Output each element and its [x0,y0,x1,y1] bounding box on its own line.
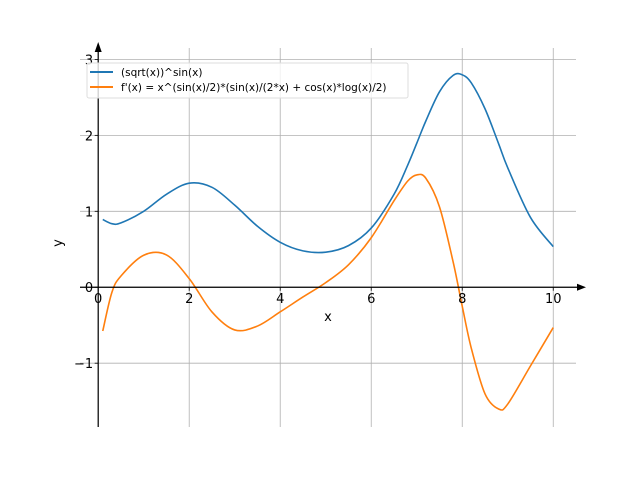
x-tick-label: 8 [458,292,466,307]
x-tick-label: 6 [367,292,375,307]
legend-label-0: (sqrt(x))^sin(x) [121,67,202,79]
x-axis-label: x [324,310,332,325]
axes [80,42,586,427]
legend-label-1: f'(x) = x^(sin(x)/2)*(sin(x)/(2*x) + cos… [121,82,387,94]
y-tick-label: 0 [85,281,93,296]
y-axis-label: y [51,239,66,247]
x-tick-label: 10 [545,292,562,307]
y-tick-label: 3 [85,53,93,68]
x-tick-label: 4 [276,292,284,307]
y-tick-label: 1 [85,205,93,220]
series-line-0 [102,72,554,254]
x-axis-arrow [577,283,586,291]
series-lines [101,72,554,411]
x-tick-label: 0 [94,292,102,307]
y-tick-label: −1 [74,357,93,372]
y-axis-arrow [94,42,102,52]
grid [80,48,576,427]
legend: (sqrt(x))^sin(x) f'(x) = x^(sin(x)/2)*(s… [86,62,409,99]
tick-labels: 0 2 4 6 8 10 −1 0 1 2 3 [74,53,561,372]
series-line-1 [101,173,554,411]
y-tick-label: 2 [85,129,93,144]
legend-box [86,62,409,99]
x-tick-label: 2 [185,292,193,307]
